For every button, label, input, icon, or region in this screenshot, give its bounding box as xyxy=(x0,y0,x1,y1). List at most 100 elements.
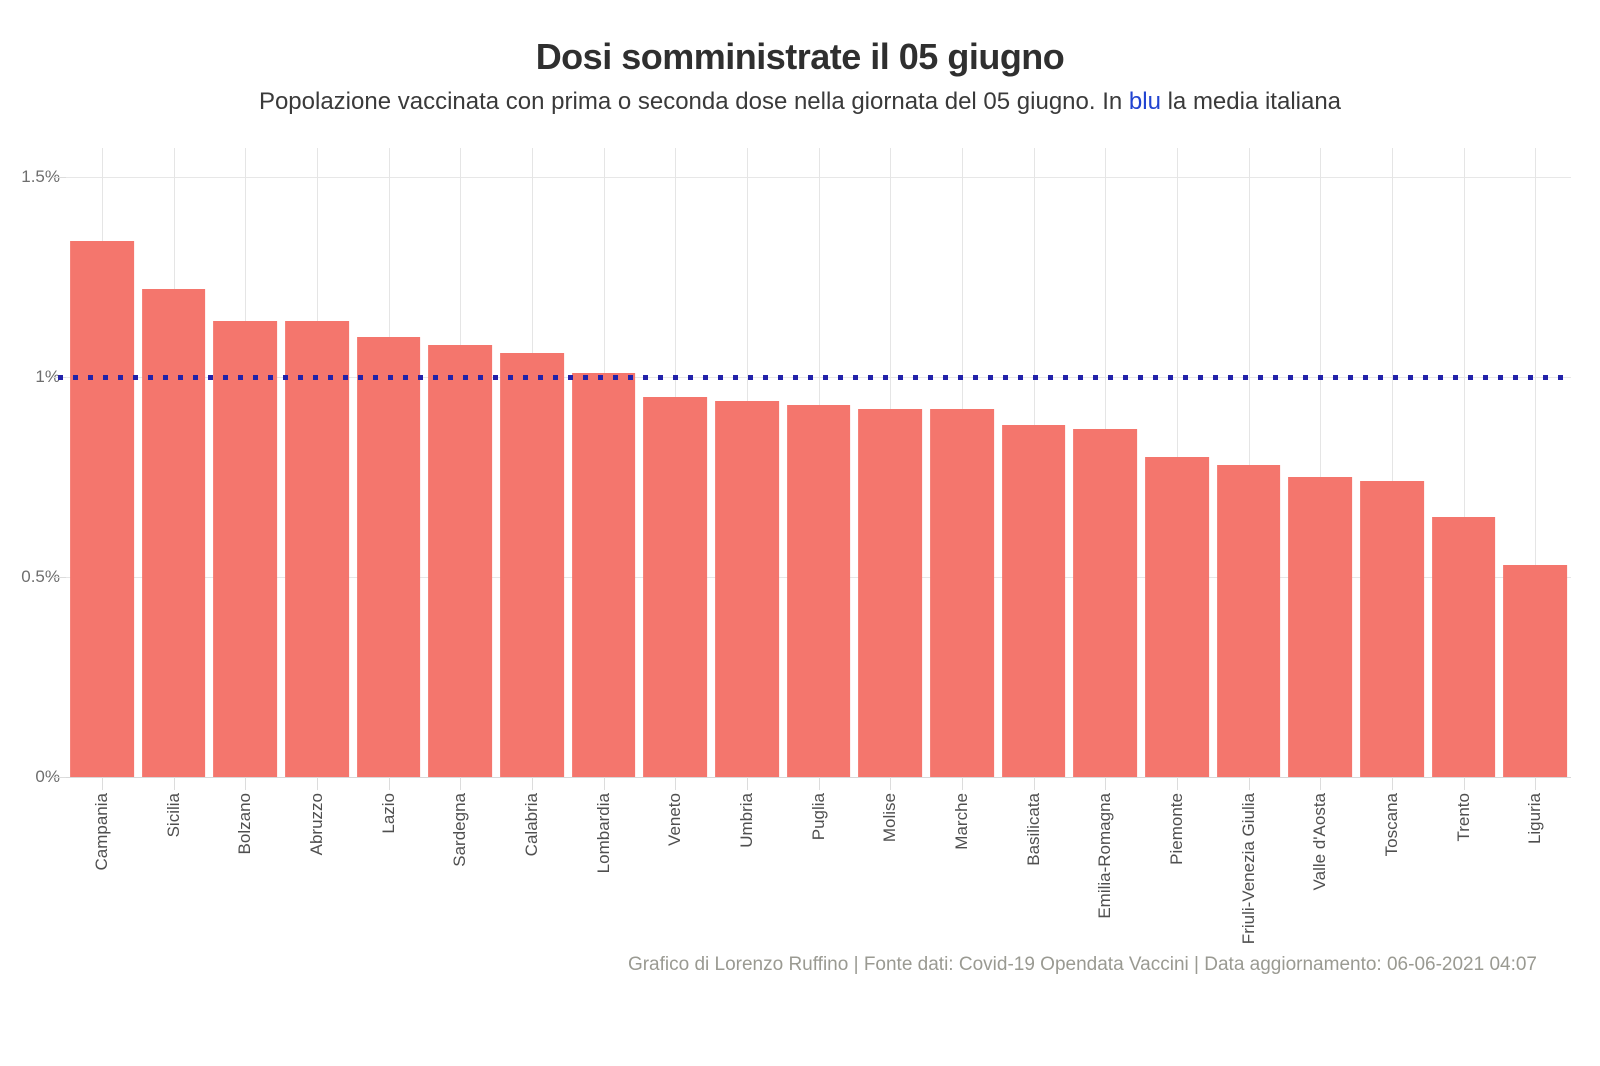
bar-emilia-romagna xyxy=(1073,429,1138,777)
bar-column xyxy=(926,148,998,777)
x-axis-tick xyxy=(531,777,533,790)
y-axis-tick xyxy=(53,577,66,578)
bar-sardegna xyxy=(428,345,493,777)
x-axis-cell: Abruzzo xyxy=(281,777,353,987)
x-axis-tick xyxy=(1105,777,1107,790)
bar-column xyxy=(1141,148,1213,777)
x-tick-label: Lombardia xyxy=(593,793,613,874)
x-axis-tick xyxy=(890,777,892,790)
bar-molise xyxy=(858,409,923,777)
x-axis-cell: Molise xyxy=(854,777,926,987)
bar-calabria xyxy=(499,353,564,777)
x-axis-cell: Sardegna xyxy=(424,777,496,987)
bar-campania xyxy=(69,241,134,777)
x-axis-cell: Sicilia xyxy=(138,777,210,987)
x-axis-tick xyxy=(1033,777,1035,790)
x-axis-tick xyxy=(173,777,175,790)
bar-column xyxy=(1069,148,1141,777)
bar-friuli-venezia-giulia xyxy=(1216,465,1281,777)
bar-columns xyxy=(66,148,1571,777)
x-tick-label: Liguria xyxy=(1525,793,1545,845)
x-tick-label: Trento xyxy=(1453,793,1473,842)
x-axis-cell: Lazio xyxy=(353,777,425,987)
x-tick-label: Emilia-Romagna xyxy=(1095,793,1115,919)
bar-abruzzo xyxy=(284,321,349,777)
vertical-gridline xyxy=(1248,148,1250,777)
x-axis-cell: Basilicata xyxy=(998,777,1070,987)
x-axis-tick xyxy=(961,777,963,790)
x-tick-label: Molise xyxy=(880,793,900,843)
y-axis-tick xyxy=(53,177,66,178)
bar-trento xyxy=(1431,517,1496,777)
x-tick-label: Calabria xyxy=(521,793,541,857)
x-tick-label: Lazio xyxy=(378,793,398,834)
x-axis-tick xyxy=(1535,777,1537,790)
x-axis-tick xyxy=(1320,777,1322,790)
bar-column xyxy=(1499,148,1571,777)
chart-footer: Grafico di Lorenzo Ruffino | Fonte dati:… xyxy=(627,954,1537,975)
x-tick-label: Puglia xyxy=(808,793,828,841)
x-axis-tick xyxy=(460,777,462,790)
x-axis-tick xyxy=(746,777,748,790)
x-axis-cell: Puglia xyxy=(783,777,855,987)
x-tick-label: Abruzzo xyxy=(306,793,326,856)
x-tick-label: Veneto xyxy=(665,793,685,846)
x-axis-cell: Umbria xyxy=(711,777,783,987)
bar-marche xyxy=(930,409,994,777)
x-tick-label: Marche xyxy=(951,793,971,850)
bar-column xyxy=(1284,148,1356,777)
bar-column xyxy=(639,148,711,777)
vertical-gridline xyxy=(1535,148,1537,777)
x-tick-label: Valle d'Aosta xyxy=(1310,793,1330,891)
x-axis-cell: Valle d'Aosta xyxy=(1284,777,1356,987)
chart-subtitle: Popolazione vaccinata con prima o second… xyxy=(0,88,1600,116)
chart-header: Dosi somministrate il 05 giugno Popolazi… xyxy=(0,0,1600,116)
bar-column xyxy=(353,148,425,777)
y-axis-tick-label: 1.5% xyxy=(21,167,60,186)
bar-column xyxy=(424,148,496,777)
y-axis-tick-label: 0.5% xyxy=(21,567,60,586)
bar-lombardia xyxy=(571,373,636,777)
bar-column xyxy=(496,148,568,777)
bar-column xyxy=(1356,148,1428,777)
x-axis-tick xyxy=(675,777,677,790)
gridline xyxy=(66,177,1571,178)
x-tick-label: Bolzano xyxy=(235,793,255,855)
bar-veneto xyxy=(643,397,708,777)
x-axis-cell: Piemonte xyxy=(1141,777,1213,987)
bar-column xyxy=(281,148,353,777)
x-axis-cell: Toscana xyxy=(1356,777,1428,987)
x-axis-cell: Emilia-Romagna xyxy=(1069,777,1141,987)
bar-column xyxy=(66,148,138,777)
bar-column xyxy=(854,148,926,777)
bar-umbria xyxy=(714,401,779,777)
bar-column xyxy=(1213,148,1285,777)
bar-chart: 1.5% 1% 0.5% 0% Campania Sicilia Bolzano Abruz… xyxy=(0,148,1600,944)
x-tick-label: Campania xyxy=(91,793,111,871)
x-axis-tick xyxy=(1176,777,1178,790)
vertical-gridline xyxy=(1463,148,1465,777)
x-tick-label: Umbria xyxy=(736,793,756,848)
y-axis-tick-label: 0% xyxy=(35,767,60,786)
x-axis-cell: Calabria xyxy=(496,777,568,987)
x-tick-label: Toscana xyxy=(1381,793,1401,857)
x-axis-tick xyxy=(245,777,247,790)
bar-valle-d-aosta xyxy=(1288,477,1353,777)
x-tick-label: Sicilia xyxy=(163,793,183,838)
bar-liguria xyxy=(1503,565,1568,777)
x-tick-label: Piemonte xyxy=(1166,793,1186,865)
italian-average-line xyxy=(58,375,1573,380)
subtitle-text-suffix: la media italiana xyxy=(1160,88,1342,115)
x-axis-tick xyxy=(316,777,318,790)
bar-sicilia xyxy=(141,289,206,777)
x-tick-label: Basilicata xyxy=(1023,793,1043,866)
x-tick-label: Sardegna xyxy=(450,793,470,867)
x-axis-cell: Campania xyxy=(66,777,138,987)
x-axis-tick xyxy=(603,777,605,790)
bar-column xyxy=(1428,148,1500,777)
x-axis-tick xyxy=(1463,777,1465,790)
x-axis-cell: Bolzano xyxy=(209,777,281,987)
bar-puglia xyxy=(786,405,851,777)
bar-toscana xyxy=(1360,481,1424,777)
